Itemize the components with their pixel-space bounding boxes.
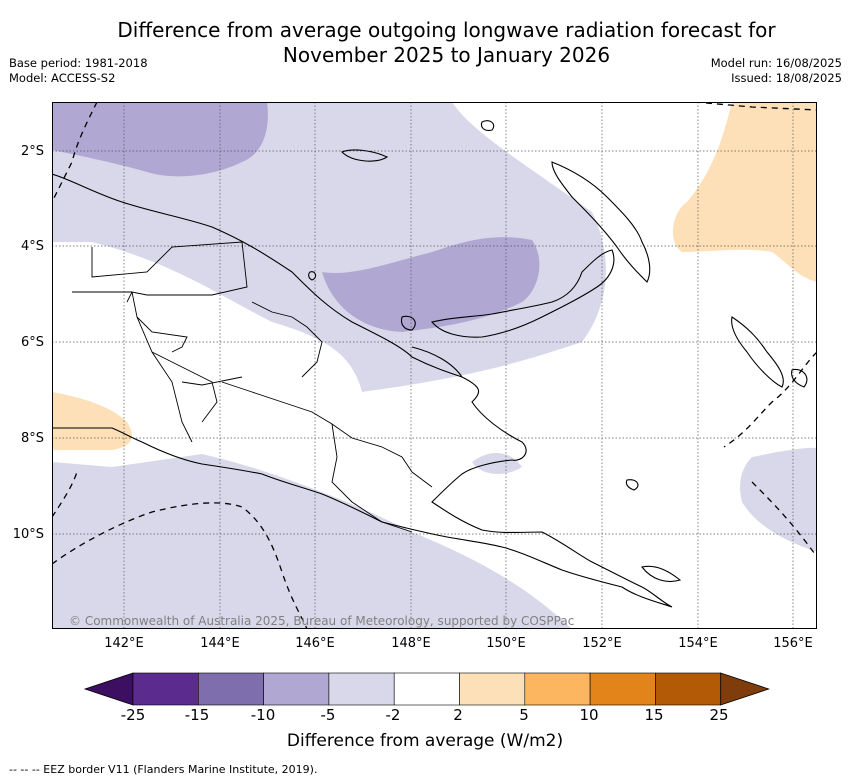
new-guinea-mainland-coast bbox=[52, 173, 673, 608]
latitude-label: 8°S bbox=[20, 431, 44, 446]
latitude-label: 10°S bbox=[12, 527, 44, 542]
colorbar-tick-label: -25 bbox=[120, 706, 146, 724]
base-period: Base period: 1981-2018 bbox=[9, 56, 148, 70]
meta-left: Base period: 1981-2018 Model: ACCESS-S2 bbox=[9, 56, 148, 86]
louisiade-islands bbox=[641, 565, 682, 583]
colorbar-extend-low bbox=[83, 672, 134, 706]
anomaly-fill-orange bbox=[52, 102, 817, 450]
small-island-3 bbox=[791, 368, 808, 388]
eez-border bbox=[52, 102, 817, 629]
anomaly-fill-medium bbox=[52, 102, 540, 332]
colorbar-tick-label: 15 bbox=[644, 706, 664, 724]
model-name: Model: ACCESS-S2 bbox=[9, 71, 116, 85]
latitude-label: 2°S bbox=[20, 144, 44, 159]
colorbar-segment bbox=[393, 672, 460, 706]
longitude-label: 144°E bbox=[200, 636, 240, 651]
colorbar-tick-label: 2 bbox=[453, 706, 463, 724]
model-run: Model run: 16/08/2025 bbox=[710, 56, 842, 70]
small-island-1 bbox=[308, 271, 317, 281]
colorbar-title: Difference from average (W/m2) bbox=[286, 731, 564, 751]
map-border bbox=[52, 102, 817, 629]
colorbar-segment bbox=[263, 672, 330, 706]
eez-footnote: -- -- -- EEZ border V11 (Flanders Marine… bbox=[9, 763, 318, 776]
title-line-1: Difference from average outgoing longwav… bbox=[117, 18, 776, 42]
longitude-label: 150°E bbox=[486, 636, 526, 651]
copyright-notice: © Commonwealth of Australia 2025, Bureau… bbox=[69, 614, 575, 628]
colorbar-tick-label: -2 bbox=[385, 706, 401, 724]
longitude-label: 152°E bbox=[582, 636, 622, 651]
colorbar-segment bbox=[655, 672, 722, 706]
grid-lines bbox=[52, 102, 817, 629]
colorbar-tick-label: -15 bbox=[184, 706, 210, 724]
huon-peninsula-coast bbox=[411, 346, 463, 378]
new-britain-coast bbox=[431, 249, 615, 338]
longitude-label: 156°E bbox=[773, 636, 813, 651]
longitude-label: 148°E bbox=[391, 636, 431, 651]
trobriand-islands bbox=[625, 479, 639, 491]
colorbar-tick-label: 25 bbox=[709, 706, 729, 724]
coastlines bbox=[52, 120, 808, 608]
colorbar-tick-label: -10 bbox=[250, 706, 276, 724]
colorbar-segment bbox=[328, 672, 395, 706]
colorbar-segment bbox=[132, 672, 199, 706]
meta-right: Model run: 16/08/2025 Issued: 18/08/2025 bbox=[711, 56, 842, 86]
manus-island bbox=[341, 149, 389, 162]
latitude-label: 4°S bbox=[20, 239, 44, 254]
longitude-label: 142°E bbox=[104, 636, 144, 651]
issued-date: Issued: 18/08/2025 bbox=[731, 71, 842, 85]
colorbar-segment bbox=[524, 672, 591, 706]
latitude-label: 6°S bbox=[20, 335, 44, 350]
north-island bbox=[480, 120, 495, 131]
colorbar-extend-high bbox=[720, 672, 770, 706]
colorbar-segment bbox=[198, 672, 264, 706]
colorbar bbox=[83, 672, 770, 706]
colorbar-segment bbox=[589, 672, 656, 706]
colorbar-tick-label: 5 bbox=[519, 706, 529, 724]
province-borders bbox=[72, 241, 433, 533]
small-island-2 bbox=[400, 315, 416, 331]
chart-title: Difference from average outgoing longwav… bbox=[0, 18, 850, 68]
new-ireland-coast bbox=[551, 161, 651, 283]
longitude-label: 146°E bbox=[295, 636, 335, 651]
map-panel bbox=[52, 102, 817, 629]
bougainville-coast bbox=[731, 316, 784, 388]
colorbar-tick-label: -5 bbox=[320, 706, 336, 724]
longitude-label: 154°E bbox=[678, 636, 718, 651]
colorbar-tick-label: 10 bbox=[579, 706, 599, 724]
colorbar-segment bbox=[459, 672, 526, 706]
title-line-2: November 2025 to January 2026 bbox=[282, 43, 611, 67]
